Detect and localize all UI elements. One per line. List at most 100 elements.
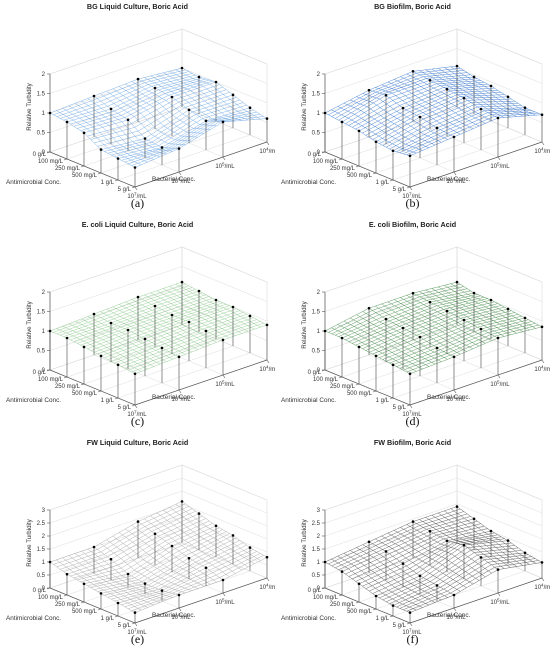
mesh-line xyxy=(93,546,180,596)
data-point xyxy=(462,543,466,547)
mesh-line xyxy=(181,501,268,558)
data-point xyxy=(452,593,456,597)
mesh-line xyxy=(350,99,436,146)
data-point xyxy=(170,313,174,317)
bacterial-tick-label: 106/mL xyxy=(171,613,191,622)
antimicrobial-tick xyxy=(389,615,394,618)
data-point xyxy=(160,346,164,350)
z-tick-label: 0.5 xyxy=(37,131,46,137)
mesh-line xyxy=(53,283,186,333)
mesh-line xyxy=(437,286,524,332)
panel-label: (c) xyxy=(130,414,145,428)
data-point xyxy=(411,520,415,523)
mesh-line xyxy=(49,112,136,168)
z-gridline xyxy=(324,246,543,293)
floor-gridline xyxy=(66,113,200,160)
bacterial-tick xyxy=(222,592,226,597)
panel-f: FW Biofilm, Boric Acid 0 0.5 1 1.5 2 2.5 3 Rela… xyxy=(275,436,550,654)
mesh-line xyxy=(162,72,249,121)
mesh-line xyxy=(419,519,505,569)
mesh-line xyxy=(456,65,543,115)
bacterial-tick-label: 105/mL xyxy=(215,162,235,171)
z-tick-label: 0.5 xyxy=(37,349,46,355)
bacterial-tick-label: 106/mL xyxy=(446,395,466,404)
data-point xyxy=(506,95,510,99)
z-gridline xyxy=(49,67,268,114)
mesh-line xyxy=(331,511,464,567)
mesh-line xyxy=(134,324,268,375)
mesh-line xyxy=(337,324,423,370)
mesh-line xyxy=(324,561,411,613)
z-tick-label: 0 xyxy=(317,150,321,156)
mesh-line xyxy=(175,284,261,328)
mesh-line xyxy=(104,308,237,358)
mesh-line xyxy=(124,111,257,163)
mesh-line xyxy=(106,91,192,142)
mesh-line xyxy=(83,525,217,585)
data-points xyxy=(48,66,269,187)
mesh-line xyxy=(144,518,230,577)
data-point xyxy=(479,107,483,111)
mesh-line xyxy=(396,554,529,608)
mesh-line xyxy=(343,102,429,148)
mesh-line xyxy=(399,110,532,154)
data-point xyxy=(153,304,157,308)
mesh-line xyxy=(392,107,526,151)
data-point xyxy=(418,115,422,119)
mesh-line xyxy=(406,73,492,121)
mesh-line xyxy=(450,283,536,329)
mesh-line xyxy=(175,504,261,561)
mesh-line xyxy=(358,85,492,132)
data-point xyxy=(65,572,69,576)
mesh-line xyxy=(335,288,468,336)
mesh-line xyxy=(80,523,213,583)
data-point xyxy=(323,111,327,115)
data-point xyxy=(204,329,208,333)
z-gridline xyxy=(324,516,543,563)
z-gridline xyxy=(324,106,543,153)
mesh-line xyxy=(456,281,543,328)
data-point xyxy=(523,316,527,320)
data-point xyxy=(177,355,181,359)
data-points xyxy=(48,280,269,405)
mesh-line xyxy=(369,305,502,353)
data-point xyxy=(418,574,422,578)
antimicrobial-tick xyxy=(46,587,51,590)
data-point xyxy=(452,135,456,139)
z-tick-label: 2 xyxy=(42,290,46,296)
data-point xyxy=(435,346,439,350)
surface-mesh xyxy=(324,281,543,375)
mesh-line xyxy=(117,315,251,366)
mesh-line xyxy=(382,100,515,146)
mesh-line xyxy=(131,116,264,166)
data-point xyxy=(82,582,86,586)
data-points xyxy=(48,500,269,623)
chart-title: BG Biofilm, Boric Acid xyxy=(374,2,451,11)
antimicrobial-tick xyxy=(389,397,394,400)
bacterial-tick-label: 105/mL xyxy=(215,598,235,607)
mesh-line xyxy=(341,292,475,339)
data-point xyxy=(65,120,69,124)
mesh-line xyxy=(387,532,474,585)
floor-gridline xyxy=(324,324,458,371)
mesh-line xyxy=(362,532,495,587)
mesh-line xyxy=(393,530,480,581)
mesh-line xyxy=(128,553,261,610)
data-point xyxy=(180,280,184,284)
z-tick-label: 0.5 xyxy=(312,573,321,579)
mesh-line xyxy=(77,520,210,581)
mesh-line xyxy=(331,286,464,335)
mesh-line xyxy=(412,293,499,339)
mesh-line xyxy=(389,105,522,150)
mesh-line xyxy=(81,318,167,362)
antimicrobial-tick-label: 0 g/L xyxy=(33,588,47,594)
data-point xyxy=(391,363,395,367)
data-point xyxy=(197,75,201,79)
mesh-line xyxy=(425,69,511,118)
mesh-line xyxy=(107,540,240,598)
z-tick-label: 3 xyxy=(42,508,46,514)
data-point xyxy=(435,126,439,130)
mesh-line xyxy=(324,65,458,114)
data-points xyxy=(323,64,544,187)
